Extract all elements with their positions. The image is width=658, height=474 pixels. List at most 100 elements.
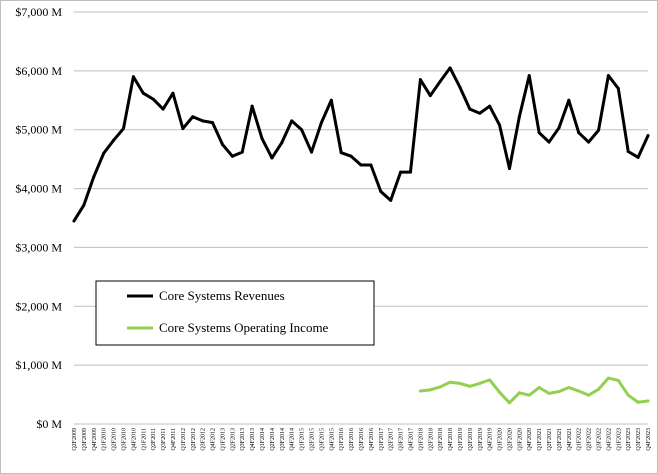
x-tick-label: Q3F2010	[121, 428, 127, 451]
x-tick-label: Q2F2010	[112, 428, 118, 451]
data-point	[310, 150, 314, 154]
data-point	[82, 203, 86, 207]
x-tick-label: Q1F2019	[458, 428, 464, 451]
x-tick-label: Q4F2012	[211, 428, 217, 451]
data-point	[369, 163, 373, 167]
data-point	[468, 107, 472, 111]
x-axis-tick-labels: Q2F2009 Q3F2009 Q4F2009 Q1F2010 Q2F2010 Q3F20…	[72, 428, 652, 451]
data-point	[636, 155, 640, 159]
x-tick-label: Q4F2019	[488, 428, 494, 451]
x-tick-label: Q1F2021	[537, 428, 543, 451]
x-tick-label: Q3F2019	[478, 428, 484, 451]
x-tick-label: Q1F2020	[498, 428, 504, 451]
x-tick-label: Q2F2011	[151, 428, 157, 450]
data-point	[319, 121, 323, 125]
legend-label-operating-income: Core Systems Operating Income	[159, 320, 329, 335]
data-point	[517, 115, 521, 119]
data-point	[626, 393, 630, 397]
data-point	[211, 121, 215, 125]
y-tick-label: $4,000 M	[15, 182, 62, 196]
data-point	[112, 138, 116, 142]
data-point	[567, 98, 571, 102]
x-tick-label: Q2F2013	[230, 428, 236, 451]
data-point	[379, 190, 383, 194]
x-tick-label: Q4F2021	[567, 428, 573, 451]
y-tick-label: $7,000 M	[15, 5, 62, 19]
x-tick-label: Q4F2017	[408, 428, 414, 451]
data-point	[448, 66, 452, 70]
y-axis-tick-labels: $0 M $1,000 M $2,000 M $3,000 M $4,000 M $5,0…	[15, 5, 62, 431]
x-tick-label: Q3F2023	[636, 428, 642, 451]
data-point	[131, 75, 135, 79]
data-point	[102, 151, 106, 155]
data-point	[418, 389, 422, 393]
data-point	[72, 219, 76, 223]
data-point	[636, 400, 640, 404]
data-point	[616, 378, 620, 382]
legend-label-revenues: Core Systems Revenues	[159, 288, 285, 303]
x-tick-label: Q4F2014	[290, 428, 296, 451]
y-tick-label: $5,000 M	[15, 123, 62, 137]
data-point	[597, 128, 601, 132]
x-tick-label: Q2F2019	[468, 428, 474, 451]
data-point	[547, 391, 551, 395]
data-point	[339, 151, 343, 155]
x-tick-label: Q2F2021	[547, 428, 553, 451]
x-tick-label: Q3F2012	[201, 428, 207, 451]
data-point	[270, 156, 274, 160]
data-point	[626, 149, 630, 153]
x-tick-label: Q2F2009	[72, 428, 78, 451]
data-point	[260, 137, 264, 141]
x-tick-label: Q2F2018	[428, 428, 434, 451]
data-point	[250, 104, 254, 108]
x-tick-label: Q4F2010	[131, 428, 137, 451]
x-tick-label: Q4F2011	[171, 428, 177, 450]
x-tick-label: Q3F2021	[557, 428, 563, 451]
data-point	[606, 74, 610, 78]
x-tick-label: Q2F2012	[191, 428, 197, 451]
x-tick-label: Q3F2017	[399, 428, 405, 451]
data-point	[498, 123, 502, 127]
data-point	[498, 390, 502, 394]
data-point	[92, 175, 96, 179]
y-tick-label: $1,000 M	[15, 358, 62, 372]
data-point	[587, 393, 591, 397]
data-point	[527, 393, 531, 397]
data-point	[359, 163, 363, 167]
x-tick-label: Q4F2016	[369, 428, 375, 451]
data-point	[230, 154, 234, 158]
x-tick-label: Q1F2011	[141, 428, 147, 450]
y-tick-label: $2,000 M	[15, 299, 62, 313]
data-point	[300, 128, 304, 132]
data-point	[557, 126, 561, 130]
x-tick-label: Q3F2013	[240, 428, 246, 451]
data-point	[478, 381, 482, 385]
data-point	[290, 119, 294, 123]
data-point	[151, 97, 155, 101]
x-tick-label: Q4F2018	[448, 428, 454, 451]
data-point	[349, 154, 353, 158]
data-point	[646, 134, 650, 138]
x-tick-label: Q1F2017	[379, 428, 385, 451]
x-tick-label: Q2F2015	[310, 428, 316, 451]
data-point	[547, 140, 551, 144]
x-tick-label: Q3F2020	[517, 428, 523, 451]
data-point	[577, 389, 581, 393]
x-tick-label: Q4F2015	[329, 428, 335, 451]
data-point	[418, 78, 422, 82]
y-tick-label: $0 M	[36, 417, 62, 431]
data-point	[537, 386, 541, 390]
legend-box	[95, 280, 375, 346]
x-tick-label: Q1F2016	[339, 428, 345, 451]
data-point	[488, 104, 492, 108]
data-point	[597, 387, 601, 391]
x-tick-label: Q2F2022	[587, 428, 593, 451]
data-point	[557, 390, 561, 394]
series-line-1	[418, 376, 650, 405]
legend: Core Systems Revenues Core Systems Opera…	[95, 280, 375, 346]
data-point	[616, 87, 620, 91]
y-tick-label: $6,000 M	[15, 64, 62, 78]
data-point	[438, 385, 442, 389]
